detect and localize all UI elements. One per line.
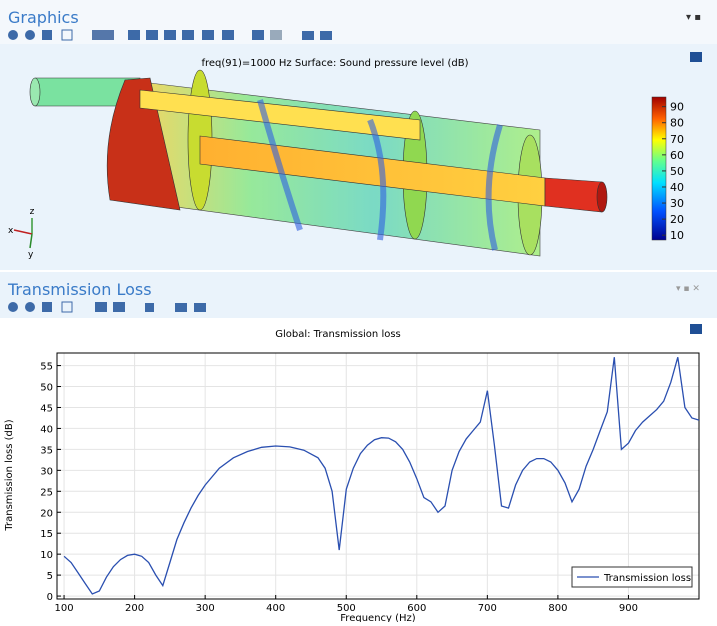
panel-title: Graphics bbox=[8, 8, 79, 27]
y-tick-label: 20 bbox=[40, 508, 53, 519]
wireframe[interactable] bbox=[270, 30, 282, 40]
x-tick-label: 200 bbox=[125, 603, 144, 614]
plot-title: freq(91)=1000 Hz Surface: Sound pressure… bbox=[201, 58, 468, 69]
zoom-in[interactable] bbox=[8, 30, 18, 40]
y-tick-label: 35 bbox=[40, 445, 53, 456]
chamber-end bbox=[106, 77, 181, 211]
y-tick-label: 0 bbox=[47, 592, 53, 603]
y-tick-label: 50 bbox=[40, 383, 53, 394]
top-pipe bbox=[139, 89, 421, 141]
legend-toggle[interactable] bbox=[113, 302, 125, 312]
zoom-box[interactable] bbox=[42, 30, 52, 40]
zoom-box[interactable] bbox=[42, 302, 52, 312]
colorbar-tick-label: 30 bbox=[670, 197, 684, 210]
plot-icon[interactable] bbox=[690, 52, 702, 62]
outlet-pipe bbox=[544, 177, 603, 213]
axis-label: z bbox=[30, 207, 35, 217]
x-tick-label: 100 bbox=[55, 603, 74, 614]
muffler bbox=[29, 69, 608, 257]
panel-menu[interactable]: ▾ ▪ ✕ bbox=[676, 284, 700, 294]
colorbar bbox=[651, 96, 667, 241]
zoom-extents[interactable] bbox=[61, 301, 73, 313]
y-tick-label: 45 bbox=[40, 403, 53, 414]
view-zx[interactable] bbox=[164, 30, 176, 40]
outlet-end bbox=[596, 181, 608, 213]
y-tick-label: 10 bbox=[40, 550, 53, 561]
print[interactable] bbox=[194, 303, 206, 312]
axis-menu[interactable] bbox=[92, 30, 114, 40]
axis-y bbox=[29, 233, 33, 249]
axis-label: x bbox=[8, 226, 14, 236]
view-default[interactable] bbox=[202, 30, 214, 40]
zoom-extents[interactable] bbox=[61, 29, 73, 41]
y-tick-label: 40 bbox=[40, 424, 53, 435]
zoom-out[interactable] bbox=[25, 302, 35, 312]
axis-label: y bbox=[28, 250, 34, 260]
zoom-out[interactable] bbox=[25, 30, 35, 40]
x-axis-label: Frequency (Hz) bbox=[340, 613, 416, 622]
colorbar-tick-label: 10 bbox=[670, 229, 684, 242]
zoom-in[interactable] bbox=[8, 302, 18, 312]
legend-label: Transmission loss bbox=[603, 573, 691, 584]
low-spl-band bbox=[257, 99, 503, 251]
grid-toggle[interactable] bbox=[95, 302, 107, 312]
view-xy[interactable] bbox=[128, 30, 140, 40]
plot-frame bbox=[56, 352, 700, 600]
snapshot[interactable] bbox=[175, 303, 187, 312]
x-tick-label: 600 bbox=[407, 603, 426, 614]
plot-icon[interactable] bbox=[690, 324, 702, 334]
colorbar-tick-label: 20 bbox=[670, 213, 684, 226]
lock[interactable] bbox=[145, 303, 154, 312]
y-tick-label: 55 bbox=[40, 362, 53, 373]
print[interactable] bbox=[320, 31, 332, 40]
x-tick-label: 300 bbox=[196, 603, 215, 614]
colorbar-tick-label: 80 bbox=[670, 117, 684, 130]
snapshot[interactable] bbox=[302, 31, 314, 40]
toolbar bbox=[0, 0, 717, 44]
legend-box bbox=[571, 566, 693, 588]
x-tick-label: 500 bbox=[337, 603, 356, 614]
transparency[interactable] bbox=[222, 30, 234, 40]
y-tick-label: 5 bbox=[47, 571, 53, 582]
colorbar-tick-label: 60 bbox=[670, 149, 684, 162]
panel-menu[interactable]: ▾ ▪ bbox=[686, 12, 701, 23]
view-yz[interactable] bbox=[146, 30, 158, 40]
colorbar-tick-label: 90 bbox=[670, 101, 684, 114]
colorbar-tick-label: 50 bbox=[670, 165, 684, 178]
inlet-end bbox=[29, 77, 41, 107]
x-tick-label: 700 bbox=[478, 603, 497, 614]
axis-x bbox=[13, 229, 33, 235]
toolbar-icons bbox=[8, 29, 702, 62]
y-axis-label: Transmission loss (dB) bbox=[4, 419, 15, 531]
y-tick-label: 25 bbox=[40, 487, 53, 498]
axis-triad bbox=[13, 218, 33, 249]
y-tick-label: 30 bbox=[40, 466, 53, 477]
colorbar-tick-label: 40 bbox=[670, 181, 684, 194]
x-tick-label: 800 bbox=[548, 603, 567, 614]
colorbar-tick-label: 70 bbox=[670, 133, 684, 146]
view-3d[interactable] bbox=[182, 30, 194, 40]
x-tick-label: 400 bbox=[266, 603, 285, 614]
x-tick-label: 900 bbox=[619, 603, 638, 614]
data-line bbox=[63, 357, 700, 595]
y-tick-label: 15 bbox=[40, 529, 53, 540]
panel-title: Transmission Loss bbox=[7, 280, 152, 299]
scene-light[interactable] bbox=[252, 30, 264, 40]
chart-title: Global: Transmission loss bbox=[275, 329, 401, 340]
